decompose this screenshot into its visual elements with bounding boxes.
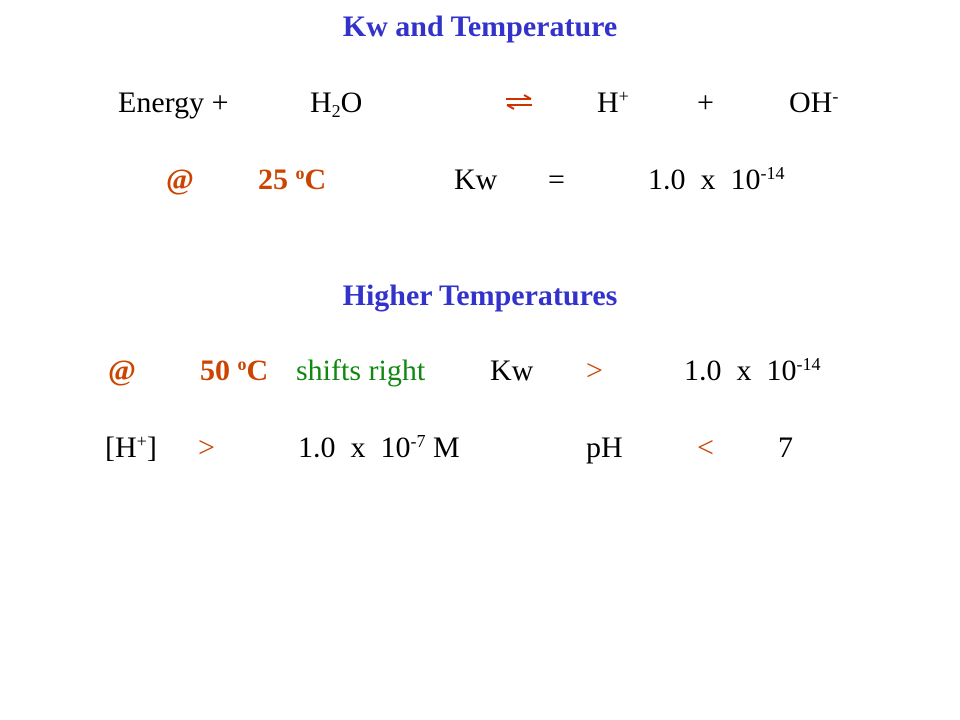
section-subtitle: Higher Temperatures	[342, 279, 618, 312]
temp-50-value: 50	[200, 354, 238, 387]
shift-description: shifts right	[296, 354, 426, 387]
kw-label-25: Kw	[454, 163, 498, 196]
equation-plus: +	[697, 86, 714, 119]
hydroxide-oh: OH	[789, 86, 833, 119]
concentration-value: 1.0 x 10-7 M	[298, 430, 460, 466]
greater-than-sign-concentration: >	[198, 431, 215, 464]
bracket-close: ]	[146, 431, 157, 464]
water-h: H	[310, 86, 332, 119]
concentration-unit: M	[425, 431, 460, 464]
water-subscript: 2	[331, 100, 341, 121]
bracket-h: [H	[105, 431, 137, 464]
temp-50-unit: C	[246, 354, 269, 387]
temperature-50: 50 oC	[200, 353, 268, 389]
kw-value-50-mantissa: 1.0 x 10	[684, 354, 797, 387]
ph-label: pH	[586, 431, 623, 464]
at-symbol-25: @	[166, 163, 194, 196]
greater-than-sign: >	[586, 354, 603, 387]
temp-50-degree: o	[237, 354, 247, 375]
bracket-h-superscript: +	[136, 431, 147, 452]
hydroxide-superscript: -	[832, 86, 839, 107]
equals-sign: =	[548, 163, 565, 196]
hydrogen-concentration: [H+]	[105, 430, 157, 466]
equation-energy: Energy +	[118, 86, 229, 119]
temp-25-unit: C	[304, 163, 327, 196]
less-than-sign: <	[697, 431, 714, 464]
equation-proton: H+	[597, 85, 629, 121]
equation-water: H2O	[310, 85, 362, 121]
equilibrium-arrows-icon	[504, 94, 534, 110]
water-o: O	[340, 86, 363, 119]
ph-value: 7	[778, 431, 793, 464]
kw-value-25-mantissa: 1.0 x 10	[648, 163, 761, 196]
temp-25-value: 25	[258, 163, 296, 196]
concentration-exponent: -7	[410, 431, 426, 452]
proton-superscript: +	[618, 86, 629, 107]
kw-value-25-exponent: -14	[760, 163, 785, 184]
temp-25-degree: o	[295, 163, 305, 184]
kw-value-25: 1.0 x 10-14	[648, 162, 785, 198]
concentration-mantissa: 1.0 x 10	[298, 431, 411, 464]
kw-value-50-exponent: -14	[796, 354, 821, 375]
kw-label-50: Kw	[490, 354, 534, 387]
temperature-25: 25 oC	[258, 162, 326, 198]
kw-value-50: 1.0 x 10-14	[684, 353, 821, 389]
page-title: Kw and Temperature	[342, 10, 618, 43]
equation-hydroxide: OH-	[789, 85, 838, 121]
at-symbol-50: @	[108, 354, 136, 387]
proton-h: H	[597, 86, 619, 119]
